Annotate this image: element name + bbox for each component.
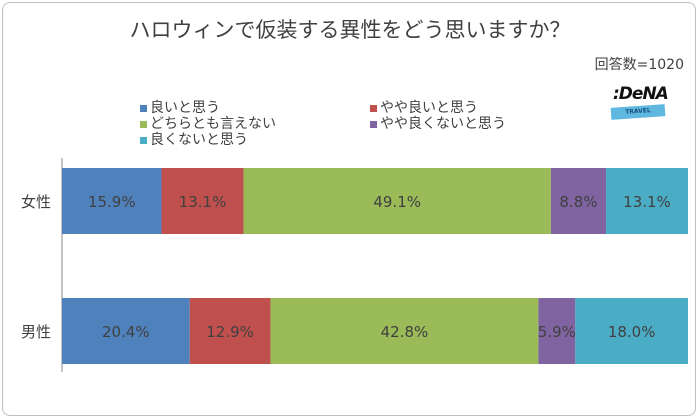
- legend-item: やや良いと思う: [370, 100, 506, 116]
- legend-col-2: やや良いと思う やや良くないと思う: [370, 100, 506, 132]
- legend-label: やや良くないと思う: [380, 116, 506, 132]
- data-label: 13.1%: [179, 193, 227, 211]
- data-label: 5.9%: [538, 323, 576, 341]
- bar-segment: [161, 168, 244, 234]
- legend-swatch: [140, 120, 147, 128]
- data-label: 15.9%: [88, 193, 136, 211]
- category-label: 男性: [21, 323, 51, 341]
- legend-label: どちらとも言えない: [150, 116, 276, 132]
- data-label: 49.1%: [373, 193, 421, 211]
- data-label: 12.9%: [206, 323, 254, 341]
- legend-swatch: [140, 104, 147, 112]
- bar-segment: [243, 168, 551, 234]
- data-label: 20.4%: [102, 323, 150, 341]
- bar-segment: [62, 168, 162, 234]
- data-label: 42.8%: [381, 323, 429, 341]
- dena-travel-logo: :DeNA TRAVEL: [607, 84, 669, 124]
- bar-segment: [605, 168, 688, 234]
- legend-label: 良いと思う: [150, 100, 220, 116]
- bar-segment: [538, 298, 576, 364]
- respondent-count: 回答数=1020: [594, 57, 684, 73]
- data-label: 8.8%: [559, 193, 597, 211]
- bar-segment: [62, 298, 190, 364]
- legend-swatch: [140, 136, 147, 144]
- legend-swatch: [370, 120, 377, 128]
- data-label: 18.0%: [608, 323, 656, 341]
- legend-item: 良いと思う: [140, 100, 276, 116]
- chart-title: ハロウィンで仮装する異性をどう思いますか？: [129, 18, 571, 42]
- chart-frame: [2, 2, 696, 416]
- bar-segment: [550, 168, 606, 234]
- legend-item: 良くないと思う: [140, 132, 276, 148]
- legend-swatch: [370, 104, 377, 112]
- legend-item: どちらとも言えない: [140, 116, 276, 132]
- legend-col-1: 良いと思う どちらとも言えない 良くないと思う: [140, 100, 276, 148]
- bar-segment: [575, 298, 688, 364]
- legend-label: やや良いと思う: [380, 100, 478, 116]
- legend-item: やや良くないと思う: [370, 116, 506, 132]
- logo-brand: :DeNA: [613, 84, 669, 104]
- bar-segment: [189, 298, 271, 364]
- category-label: 女性: [21, 193, 51, 211]
- data-label: 13.1%: [623, 193, 671, 211]
- bar-segment: [270, 298, 539, 364]
- legend-label: 良くないと思う: [150, 132, 248, 148]
